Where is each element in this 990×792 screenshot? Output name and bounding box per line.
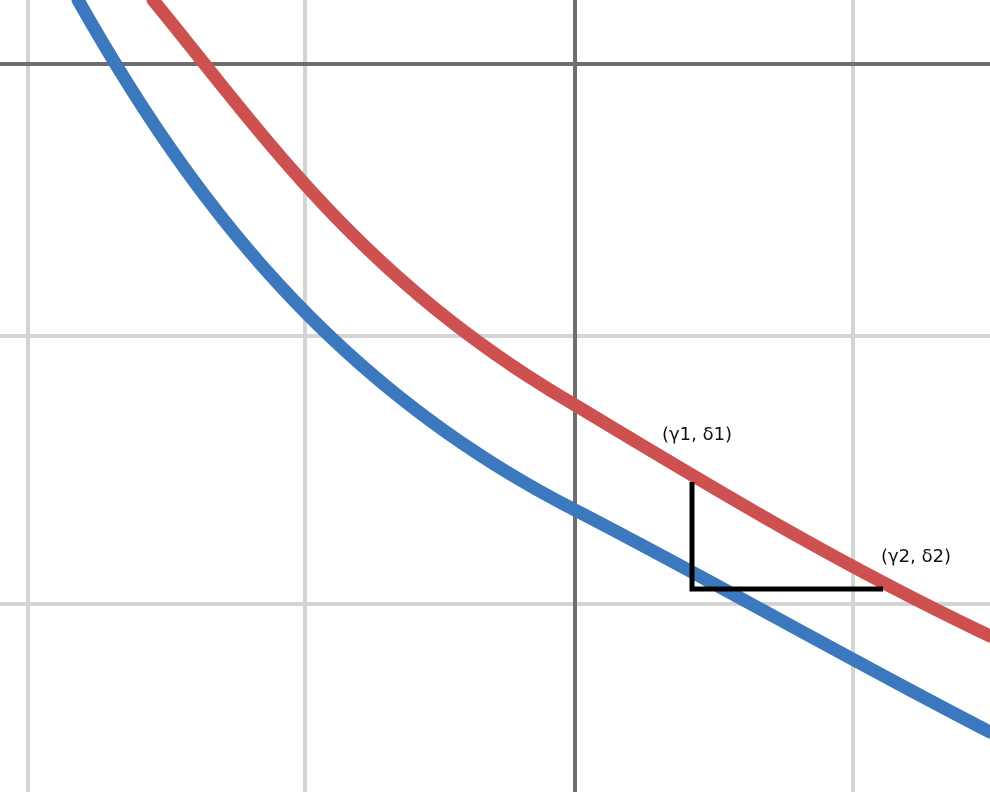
right-angle-marker <box>689 482 883 592</box>
point1-label: (γ1, δ1) <box>662 424 732 445</box>
lower-curve <box>71 0 990 739</box>
upper-curve <box>146 0 990 643</box>
point2-label: (γ2, δ2) <box>881 546 951 567</box>
